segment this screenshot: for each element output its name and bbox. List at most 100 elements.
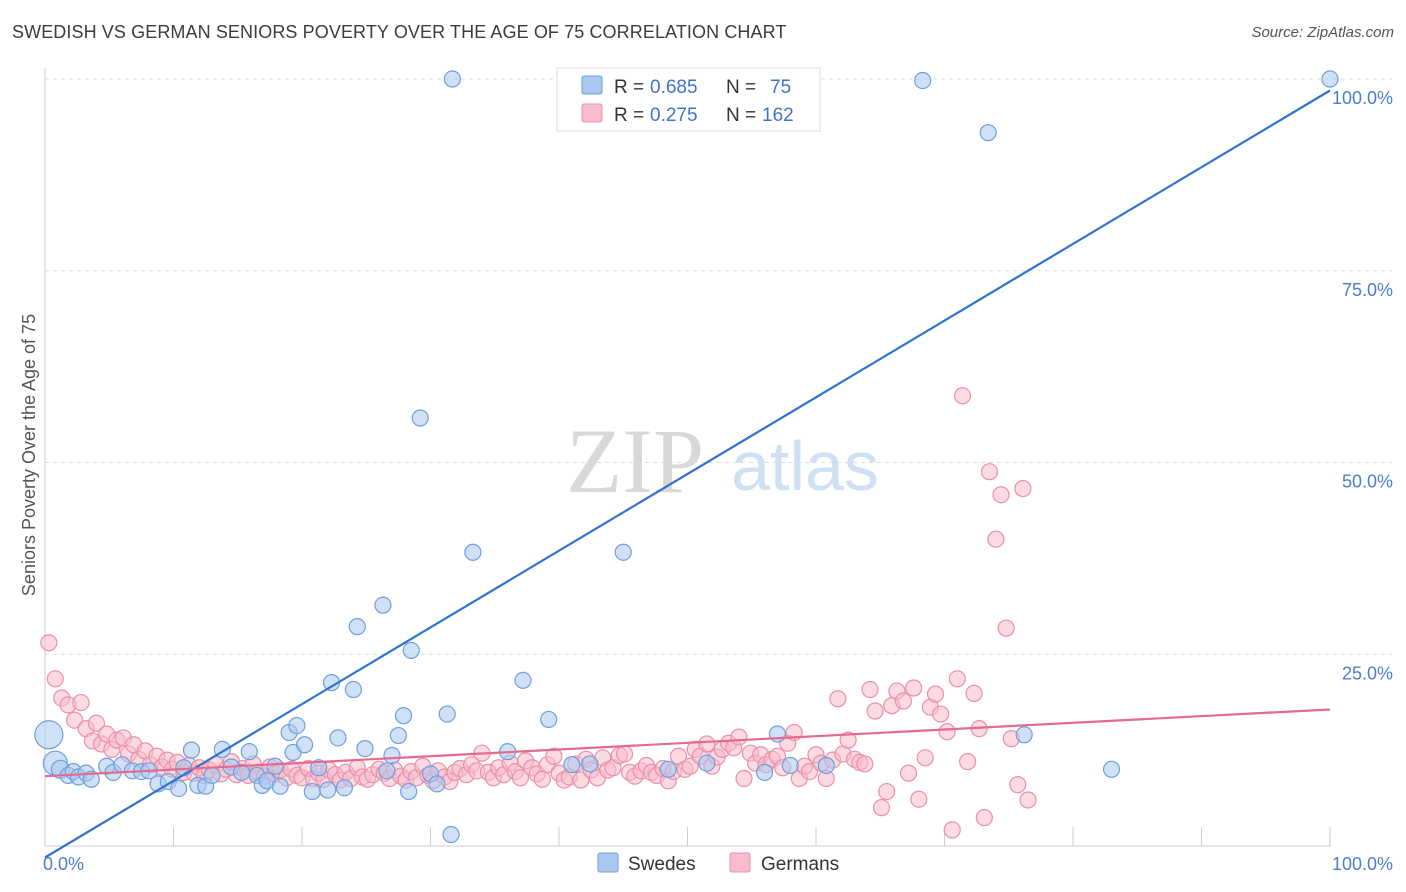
swede-point-18 (182, 741, 201, 759)
german-point-127 (735, 769, 753, 788)
german-point-120 (698, 735, 716, 753)
bottom-legend-swatch-germans (729, 852, 751, 873)
german-point-146 (839, 731, 857, 749)
legend-r-label-2: R = (614, 105, 644, 126)
swede-point-37 (319, 781, 337, 799)
bottom-legend-swatch-swedes (597, 852, 619, 873)
bottom-legend-label-germans: Germans (761, 854, 839, 875)
legend-r-value-1: 0.685 (650, 77, 698, 98)
swede-point-73 (1102, 760, 1121, 778)
trend-lines (44, 89, 1331, 859)
german-point-169 (965, 684, 983, 702)
swede-point-21 (203, 766, 221, 785)
legend-r-label-1: R = (614, 77, 644, 98)
german-point-86 (511, 769, 530, 787)
y-tick-label-3: 100.0% (1332, 88, 1393, 108)
swede-point-43 (356, 739, 374, 758)
swede-point-51 (411, 409, 429, 427)
german-point-4 (65, 711, 84, 729)
x-tick-label-1: 100.0% (1332, 854, 1393, 874)
swede-point-74 (1321, 70, 1339, 88)
swede-point-66 (755, 763, 774, 781)
swede-point-40 (335, 779, 354, 797)
german-point-117 (681, 757, 699, 775)
german-point-167 (953, 387, 972, 405)
chart-source: Source: ZipAtlas.com (1251, 24, 1394, 41)
y-axis-label: Seniors Poverty Over the Age of 75 (19, 314, 39, 596)
german-point-151 (866, 702, 884, 720)
german-point-150 (861, 680, 879, 699)
swede-point-61 (563, 756, 581, 774)
german-point-5 (72, 693, 90, 712)
swede-point-64 (659, 760, 677, 778)
swede-point-57 (464, 543, 482, 561)
german-point-177 (1009, 776, 1027, 794)
german-point-163 (932, 705, 950, 723)
german-point-168 (959, 753, 977, 771)
bottom-legend-label-swedes: Swedes (628, 854, 696, 875)
swede-point-44 (374, 596, 392, 614)
swede-point-34 (295, 736, 314, 754)
german-point-171 (975, 809, 993, 827)
german-point-156 (894, 692, 912, 710)
watermark-zip: ZIP (566, 410, 704, 512)
swede-trend-line (44, 89, 1331, 859)
swede-point-48 (394, 707, 413, 725)
german-point-160 (916, 749, 934, 767)
swede-point-68 (781, 756, 799, 775)
swede-point-42 (348, 618, 366, 636)
grid-lines (45, 78, 1392, 655)
legend-n-value-1: 75 (770, 77, 791, 98)
swede-point-33 (288, 716, 306, 735)
swede-point-71 (979, 124, 997, 142)
german-point-153 (878, 782, 896, 801)
german-point-97 (572, 771, 590, 789)
swede-point-70 (914, 71, 932, 90)
swede-point-53 (428, 775, 446, 793)
german-point-157 (899, 764, 918, 782)
german-point-172 (980, 463, 999, 481)
swede-point-47 (389, 726, 407, 745)
chart-title: SWEDISH VS GERMAN SENIORS POVERTY OVER T… (12, 22, 787, 42)
legend-n-value-2: 162 (762, 105, 794, 126)
swede-point-67 (768, 725, 787, 743)
swede-point-25 (240, 743, 258, 761)
german-point-166 (948, 670, 966, 688)
swedes-series (34, 70, 1339, 844)
german-point-92 (545, 747, 563, 765)
german-point-174 (992, 486, 1010, 504)
german-point-158 (905, 679, 923, 697)
swede-point-36 (310, 759, 328, 777)
german-point-173 (987, 530, 1005, 548)
german-point-175 (997, 619, 1015, 637)
swede-point-55 (442, 825, 460, 844)
y-tick-label-1: 50.0% (1342, 472, 1393, 492)
german-point-139 (800, 763, 819, 781)
german-point-165 (943, 821, 961, 839)
swede-point-69 (817, 756, 835, 775)
watermark: ZIP atlas (566, 410, 879, 512)
bottom-legend: Swedes Germans (597, 852, 839, 875)
german-point-1 (46, 670, 64, 688)
german-trend-line (44, 708, 1331, 778)
swede-point-16 (170, 779, 188, 798)
german-point-105 (615, 745, 634, 763)
legend-n-label-2: N = (726, 105, 756, 126)
swede-point-7 (82, 770, 100, 788)
german-point-162 (926, 685, 945, 703)
swede-point-41 (344, 680, 362, 699)
swede-point-49 (400, 782, 418, 801)
german-point-164 (938, 723, 956, 741)
swede-point-39 (329, 729, 347, 747)
swede-point-54 (438, 705, 456, 723)
swede-point-50 (402, 641, 420, 660)
watermark-atlas: atlas (731, 427, 879, 505)
german-point-149 (856, 755, 874, 773)
swede-point-59 (514, 671, 532, 689)
axes (44, 68, 1331, 847)
swede-point-72 (1015, 726, 1033, 744)
swede-point-60 (540, 710, 558, 729)
swede-point-62 (581, 755, 599, 773)
german-point-8 (87, 714, 106, 732)
german-point-159 (910, 790, 928, 808)
